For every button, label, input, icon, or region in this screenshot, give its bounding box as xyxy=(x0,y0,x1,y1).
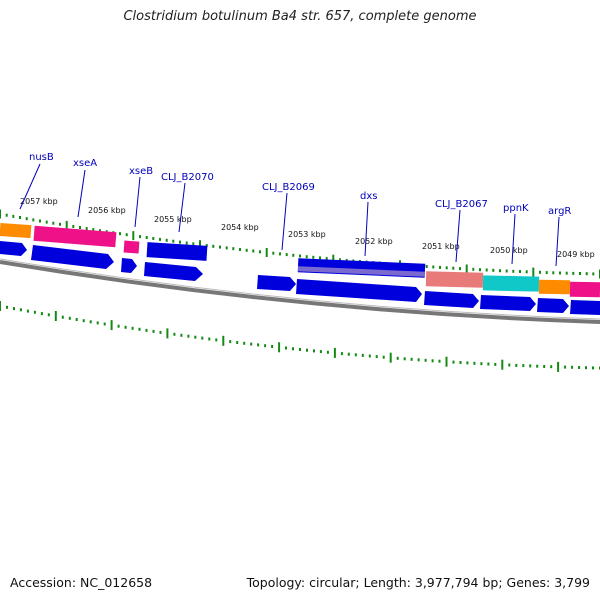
gene-label-nusB: nusB xyxy=(29,152,54,163)
topology-stats-text: Topology: circular; Length: 3,977,794 bp… xyxy=(246,575,590,590)
feature-CLJ_B2067-bar xyxy=(425,271,484,288)
kbp-label-2055: 2055 kbp xyxy=(154,215,192,224)
gene-label-CLJ_B2067: CLJ_B2067 xyxy=(435,199,488,210)
cds-arrow-9 xyxy=(537,298,569,313)
accession-text: Accession: NC_012658 xyxy=(10,575,153,590)
leader-CLJ_B2070 xyxy=(178,182,186,233)
feature-next-bar xyxy=(569,281,600,298)
leader-nusB xyxy=(19,163,41,210)
gene-label-dxs: dxs xyxy=(360,191,377,202)
leader-xseA xyxy=(77,169,86,218)
cds-arrow-3 xyxy=(121,258,137,273)
kbp-label-2057: 2057 kbp xyxy=(20,197,58,206)
feature-dxs-overlay xyxy=(297,266,425,277)
gene-label-xseB: xseB xyxy=(129,166,153,177)
cds-arrow-7 xyxy=(424,291,479,308)
leader-argR xyxy=(555,216,560,267)
cds-arrow-2 xyxy=(31,245,114,269)
cds-arrow-8 xyxy=(480,295,536,311)
leader-CLJ_B2069 xyxy=(281,192,288,251)
map-title: Clostridium botulinum Ba4 str. 657, comp… xyxy=(123,9,477,24)
leader-xseB xyxy=(134,176,141,228)
cds-arrow-10 xyxy=(570,300,600,315)
gene-label-CLJ_B2069: CLJ_B2069 xyxy=(262,182,315,193)
feature-xseA-bar xyxy=(33,225,117,248)
feature-ppnK-bar xyxy=(482,275,540,292)
kbp-label-2051: 2051 kbp xyxy=(422,242,460,251)
kbp-label-2052: 2052 kbp xyxy=(355,237,393,246)
feature-argR-bar xyxy=(538,279,571,295)
kbp-label-2050: 2050 kbp xyxy=(490,246,528,255)
cds-arrow-4 xyxy=(144,262,203,281)
gene-label-xseA: xseA xyxy=(73,158,97,169)
genome-backbone xyxy=(0,260,600,324)
gene-label-CLJ_B2070: CLJ_B2070 xyxy=(161,172,214,183)
kbp-label-2049: 2049 kbp xyxy=(557,250,595,259)
inner-tick-marks xyxy=(0,301,600,372)
leader-dxs xyxy=(364,201,369,257)
cds-arrow-5 xyxy=(257,275,296,291)
feature-xseB-bar xyxy=(123,240,140,254)
cds-arrow-1 xyxy=(0,241,27,256)
kbp-label-2056: 2056 kbp xyxy=(88,206,126,215)
gene-label-ppnK: ppnK xyxy=(503,203,529,214)
leader-CLJ_B2067 xyxy=(455,209,461,263)
kbp-label-2054: 2054 kbp xyxy=(221,223,259,232)
feature-CLJ_B2070-bar xyxy=(146,242,208,261)
cds-arrow-6 xyxy=(296,279,422,302)
gene-label-argR: argR xyxy=(548,206,571,217)
genome-backbone-highlight xyxy=(0,258,600,320)
kbp-label-2053: 2053 kbp xyxy=(288,230,326,239)
leader-ppnK xyxy=(511,213,516,265)
feature-nusB-bar xyxy=(0,222,32,239)
